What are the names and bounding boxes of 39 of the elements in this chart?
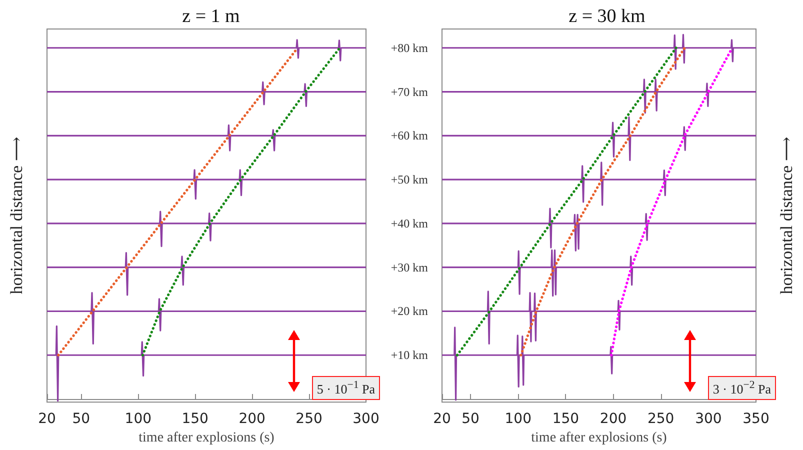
chart-title: z = 1 m [182,6,240,27]
x-tick-label: 250 [647,411,674,428]
y-tick-label: +60 km [390,128,429,143]
line-series [441,290,757,345]
y2-axis-title: horizontal distance ⟶ [777,136,796,294]
line-series [441,78,757,114]
x-tick-label: 200 [238,411,266,428]
line-series [520,46,686,356]
x-tick-label: 150 [552,411,580,428]
line-series [441,116,757,162]
y-tick-label: +10 km [390,348,429,362]
line-series [441,326,757,401]
x-tick-label: 250 [296,411,322,428]
x-tick-label: 20 [433,411,451,428]
annotation: 3 · 10$^{−2}$ Pa [708,376,776,400]
x-tick-label: 350 [742,411,770,428]
x-tick-label: 200 [600,411,627,428]
y-tick-label: +70 km [390,84,429,99]
line-series [441,162,757,206]
line-series [441,34,757,70]
y-tick-label: +20 km [390,304,429,318]
chart-title: z = 30 km [568,6,646,27]
x-axis-title: time after explosions (s) [531,430,668,446]
x-tick-label: 300 [352,411,380,428]
x-tick-label: 50 [72,411,90,428]
x-tick-label: 20 [38,411,56,428]
x-tick-label: 100 [124,411,152,428]
y-tick-label: +40 km [390,216,429,230]
x-tick-label: 100 [504,411,532,428]
y-tick-label: +50 km [390,172,429,187]
x-tick-label: 50 [462,411,480,428]
y-tick-label: +80 km [390,40,429,55]
x-tick-label: 150 [182,411,208,428]
x-tick-label: 300 [695,411,722,428]
y-tick-label: +30 km [390,260,429,274]
x-axis-title: time after explosions (s) [138,430,275,446]
annotation: 5 · 10$^{−1}$ Pa [312,376,380,400]
line-series [456,46,678,356]
y-axis-title: horizontal distance ⟶ [7,136,26,294]
